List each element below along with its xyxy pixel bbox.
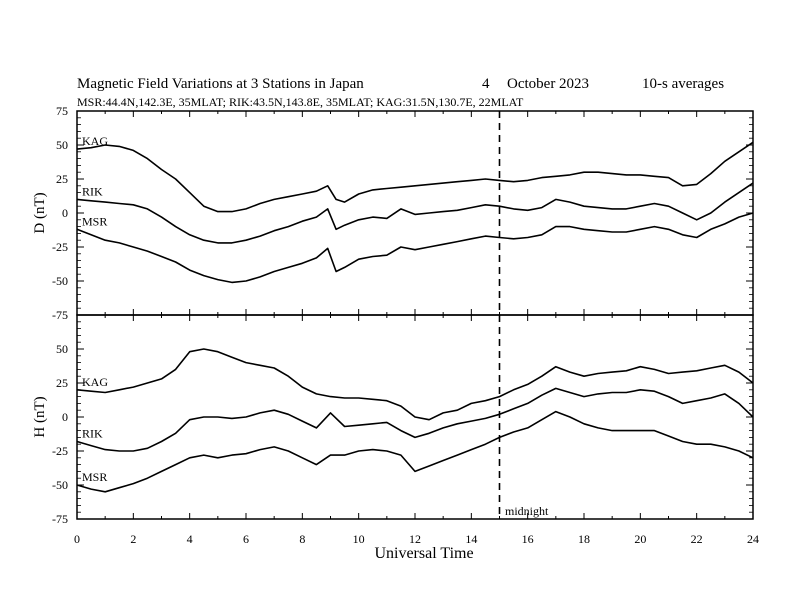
h-y-tick-label: -75 (52, 512, 68, 526)
chart-averaging: 10-s averages (642, 76, 724, 92)
x-tick-label: 8 (299, 532, 305, 546)
d-series-rik (76, 182, 754, 244)
x-tick-label: 16 (522, 532, 534, 546)
d-series-label-rik: RIK (82, 184, 103, 198)
chart-title: Magnetic Field Variations at 3 Stations … (77, 76, 364, 92)
x-tick-label: 24 (747, 532, 759, 546)
d-y-tick-label: -50 (52, 274, 68, 288)
d-component-panel: 75 50 25 0 -25 -50 -75 D (nT) KAG RIK MSR (32, 104, 754, 322)
chart-month-year: October 2023 (507, 76, 589, 92)
h-y-tick-label: 0 (62, 410, 68, 424)
h-series-label-rik: RIK (82, 426, 103, 440)
h-series-label-kag: KAG (82, 375, 108, 389)
h-y-tick-label: 25 (56, 376, 68, 390)
h-series-rik (76, 387, 754, 452)
x-tick-label: 18 (578, 532, 590, 546)
d-y-tick-label: -75 (52, 308, 68, 322)
x-tick-label: 10 (353, 532, 365, 546)
d-y-axis-label: D (nT) (32, 192, 48, 233)
h-y-tick-label: -50 (52, 478, 68, 492)
x-tick-label: 22 (691, 532, 703, 546)
x-tick-label: 12 (409, 532, 421, 546)
x-tick-label: 2 (130, 532, 136, 546)
d-y-tick-label: 0 (62, 206, 68, 220)
midnight-label: midnight (505, 504, 549, 518)
h-y-axis-label: H (nT) (32, 396, 48, 437)
h-y-tick-label: -25 (52, 444, 68, 458)
d-y-tick-label: 50 (56, 138, 68, 152)
x-tick-label: 20 (634, 532, 646, 546)
h-series-label-msr: MSR (82, 470, 107, 484)
x-tick-label: 14 (465, 532, 477, 546)
d-series-kag (76, 141, 754, 213)
chart-day: 4 (482, 76, 490, 92)
x-axis-label: Universal Time (374, 545, 473, 562)
chart-stations-line: MSR:44.4N,142.3E, 35MLAT; RIK:43.5N,143.… (77, 95, 524, 109)
x-tick-label: 4 (187, 532, 193, 546)
d-y-tick-label: 75 (56, 104, 68, 118)
x-tick-label: 6 (243, 532, 249, 546)
x-tick-label: 0 (74, 532, 80, 546)
d-y-tick-label: 25 (56, 172, 68, 186)
h-series-kag (76, 348, 754, 421)
d-series-msr (76, 212, 754, 284)
d-series-label-kag: KAG (82, 134, 108, 148)
d-panel-frame (76, 110, 754, 316)
h-y-tick-label: 50 (56, 342, 68, 356)
d-series-label-msr: MSR (82, 214, 107, 228)
h-series-msr (76, 410, 754, 493)
d-y-tick-label: -25 (52, 240, 68, 254)
